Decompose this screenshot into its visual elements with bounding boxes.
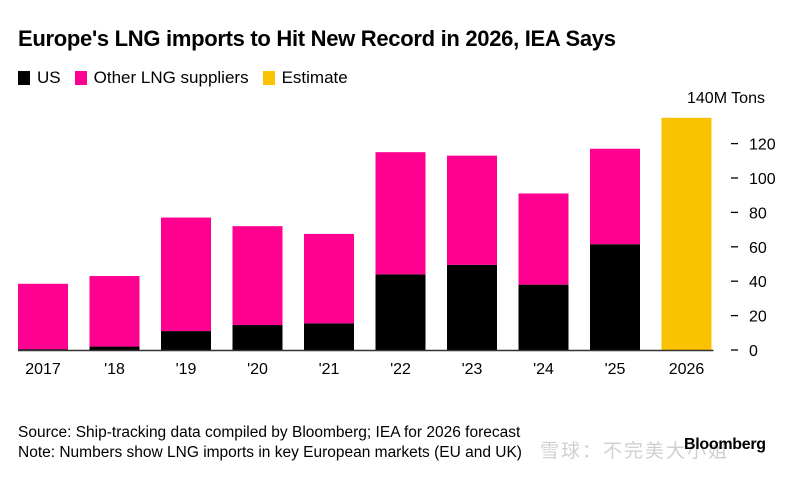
bar-other-lng-suppliers-6 [447, 155, 497, 265]
y-tick-label: 120 [749, 137, 776, 154]
footer: Source: Ship-tracking data compiled by B… [18, 423, 522, 463]
x-axis: 2017 '18 '19 '20 '21 '22 '23 '24 '25 2026 [25, 361, 704, 378]
legend-item-estimate: Estimate [262, 68, 348, 88]
y-tick-label: 80 [749, 205, 767, 222]
y-tick-label: 40 [749, 274, 767, 291]
bar-us-8 [590, 244, 640, 350]
legend-swatch-estimate [262, 71, 275, 85]
legend-swatch-us [18, 71, 30, 85]
bar-us-2 [161, 331, 211, 350]
x-tick-label: '21 [319, 361, 340, 378]
x-tick-label: 2017 [25, 361, 61, 378]
legend-item-us: US [18, 68, 61, 88]
legend-label-estimate: Estimate [281, 68, 348, 87]
x-tick-label: '23 [462, 361, 483, 378]
bar-other-lng-suppliers-2 [161, 217, 211, 332]
x-tick-label: '18 [104, 361, 125, 378]
y-tick-label: 100 [749, 171, 776, 188]
bar-other-lng-suppliers-1 [89, 276, 140, 347]
data-note: Note: Numbers show LNG imports in key Eu… [18, 444, 522, 461]
y-tick-label: 0 [749, 343, 758, 360]
source-note: Source: Ship-tracking data compiled by B… [18, 424, 521, 441]
chart-title: Europe's LNG imports to Hit New Record i… [18, 26, 616, 51]
y-tick-label: 20 [749, 309, 767, 326]
bar-other-lng-suppliers-4 [304, 233, 354, 324]
bars-group [18, 117, 712, 350]
watermark: 雪球：不完美大小姐 [540, 440, 730, 462]
y-axis: 0 20 40 60 80 100 120 140M Tons [687, 90, 776, 360]
bar-other-lng-suppliers-3 [232, 226, 283, 326]
bar-us-3 [232, 325, 283, 350]
x-tick-label: '25 [605, 361, 626, 378]
legend-swatch-other [74, 71, 87, 85]
x-tick-label: 2026 [669, 361, 705, 378]
x-tick-label: '19 [176, 361, 197, 378]
bar-us-7 [518, 284, 569, 350]
bar-us-4 [304, 323, 354, 350]
legend-item-other: Other LNG suppliers [74, 68, 249, 88]
x-tick-label: '20 [247, 361, 268, 378]
bar-other-lng-suppliers-7 [518, 193, 569, 285]
bar-us-0 [18, 349, 68, 350]
bar-us-1 [89, 346, 140, 350]
bar-us-5 [375, 274, 426, 350]
bar-other-lng-suppliers-8 [590, 148, 640, 245]
bar-estimate-9 [661, 117, 712, 350]
bar-other-lng-suppliers-0 [18, 283, 68, 350]
x-tick-label: '22 [390, 361, 411, 378]
legend-label-other: Other LNG suppliers [93, 68, 249, 87]
legend: US Other LNG suppliers Estimate [18, 68, 362, 88]
y-tick-label: 60 [749, 240, 767, 257]
bloomberg-logo: Bloomberg [684, 436, 766, 453]
bar-us-6 [447, 264, 497, 350]
x-tick-label: '24 [533, 361, 554, 378]
y-axis-unit-label: 140M Tons [687, 90, 765, 107]
bar-other-lng-suppliers-5 [375, 152, 426, 275]
legend-label-us: US [37, 68, 61, 87]
